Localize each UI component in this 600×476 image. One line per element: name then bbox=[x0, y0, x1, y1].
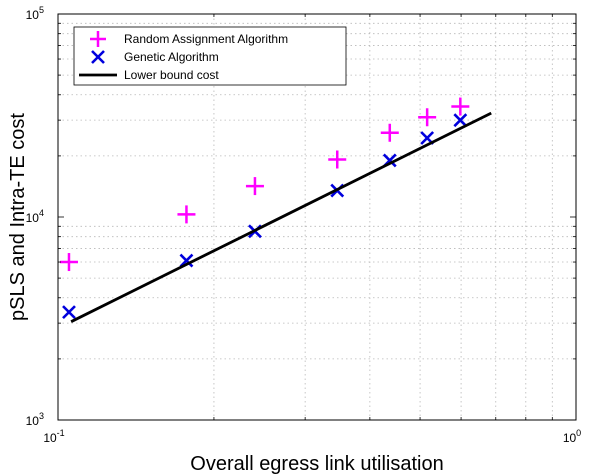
series-layer bbox=[59, 97, 492, 323]
data-point-random bbox=[59, 253, 78, 272]
data-point-random bbox=[451, 97, 470, 116]
data-point-random bbox=[177, 205, 196, 224]
series-line-lower-bound bbox=[70, 111, 492, 323]
y-axis-label: pSLS and Intra-TE cost bbox=[7, 113, 29, 321]
data-point-genetic bbox=[453, 113, 468, 128]
legend-item: Genetic Algorithm bbox=[91, 50, 219, 64]
x-tick-label-base: 10 bbox=[43, 431, 57, 445]
x-tick-label: 10-1 bbox=[43, 428, 64, 445]
legend-label: Lower bound cost bbox=[124, 68, 219, 82]
data-point-genetic bbox=[179, 253, 194, 268]
legend-item: Random Assignment Algorithm bbox=[90, 31, 288, 47]
legend: Random Assignment Algorithm Genetic Algor… bbox=[73, 26, 347, 86]
y-tick-label: 104 bbox=[26, 208, 44, 225]
x-tick-label: 100 bbox=[563, 428, 581, 445]
y-tick-label-base: 10 bbox=[26, 414, 40, 428]
y-tick-label-exponent: 5 bbox=[39, 5, 44, 15]
legend-label: Genetic Algorithm bbox=[124, 50, 219, 64]
legend-box bbox=[73, 26, 347, 86]
data-point-random bbox=[245, 177, 264, 196]
y-tick-label-exponent: 3 bbox=[39, 411, 44, 421]
y-tick-label-exponent: 4 bbox=[39, 208, 44, 218]
x-tick-label-exponent: -1 bbox=[57, 428, 65, 438]
x-tick-label-exponent: 0 bbox=[576, 428, 581, 438]
y-tick-label-base: 10 bbox=[26, 8, 40, 22]
legend-label: Random Assignment Algorithm bbox=[124, 32, 288, 46]
y-tick-label: 103 bbox=[26, 411, 44, 428]
data-point-random bbox=[380, 123, 399, 142]
data-point-genetic bbox=[62, 305, 76, 320]
x-tick-label-base: 10 bbox=[563, 431, 577, 445]
y-tick-label-base: 10 bbox=[26, 211, 40, 225]
x-axis-label: Overall egress link utilisation bbox=[190, 453, 443, 475]
y-tick-label: 105 bbox=[26, 5, 44, 22]
data-point-random bbox=[418, 108, 437, 127]
data-point-random bbox=[328, 150, 347, 169]
legend-item: Lower bound cost bbox=[79, 68, 219, 82]
legend-marker-x bbox=[91, 50, 105, 64]
